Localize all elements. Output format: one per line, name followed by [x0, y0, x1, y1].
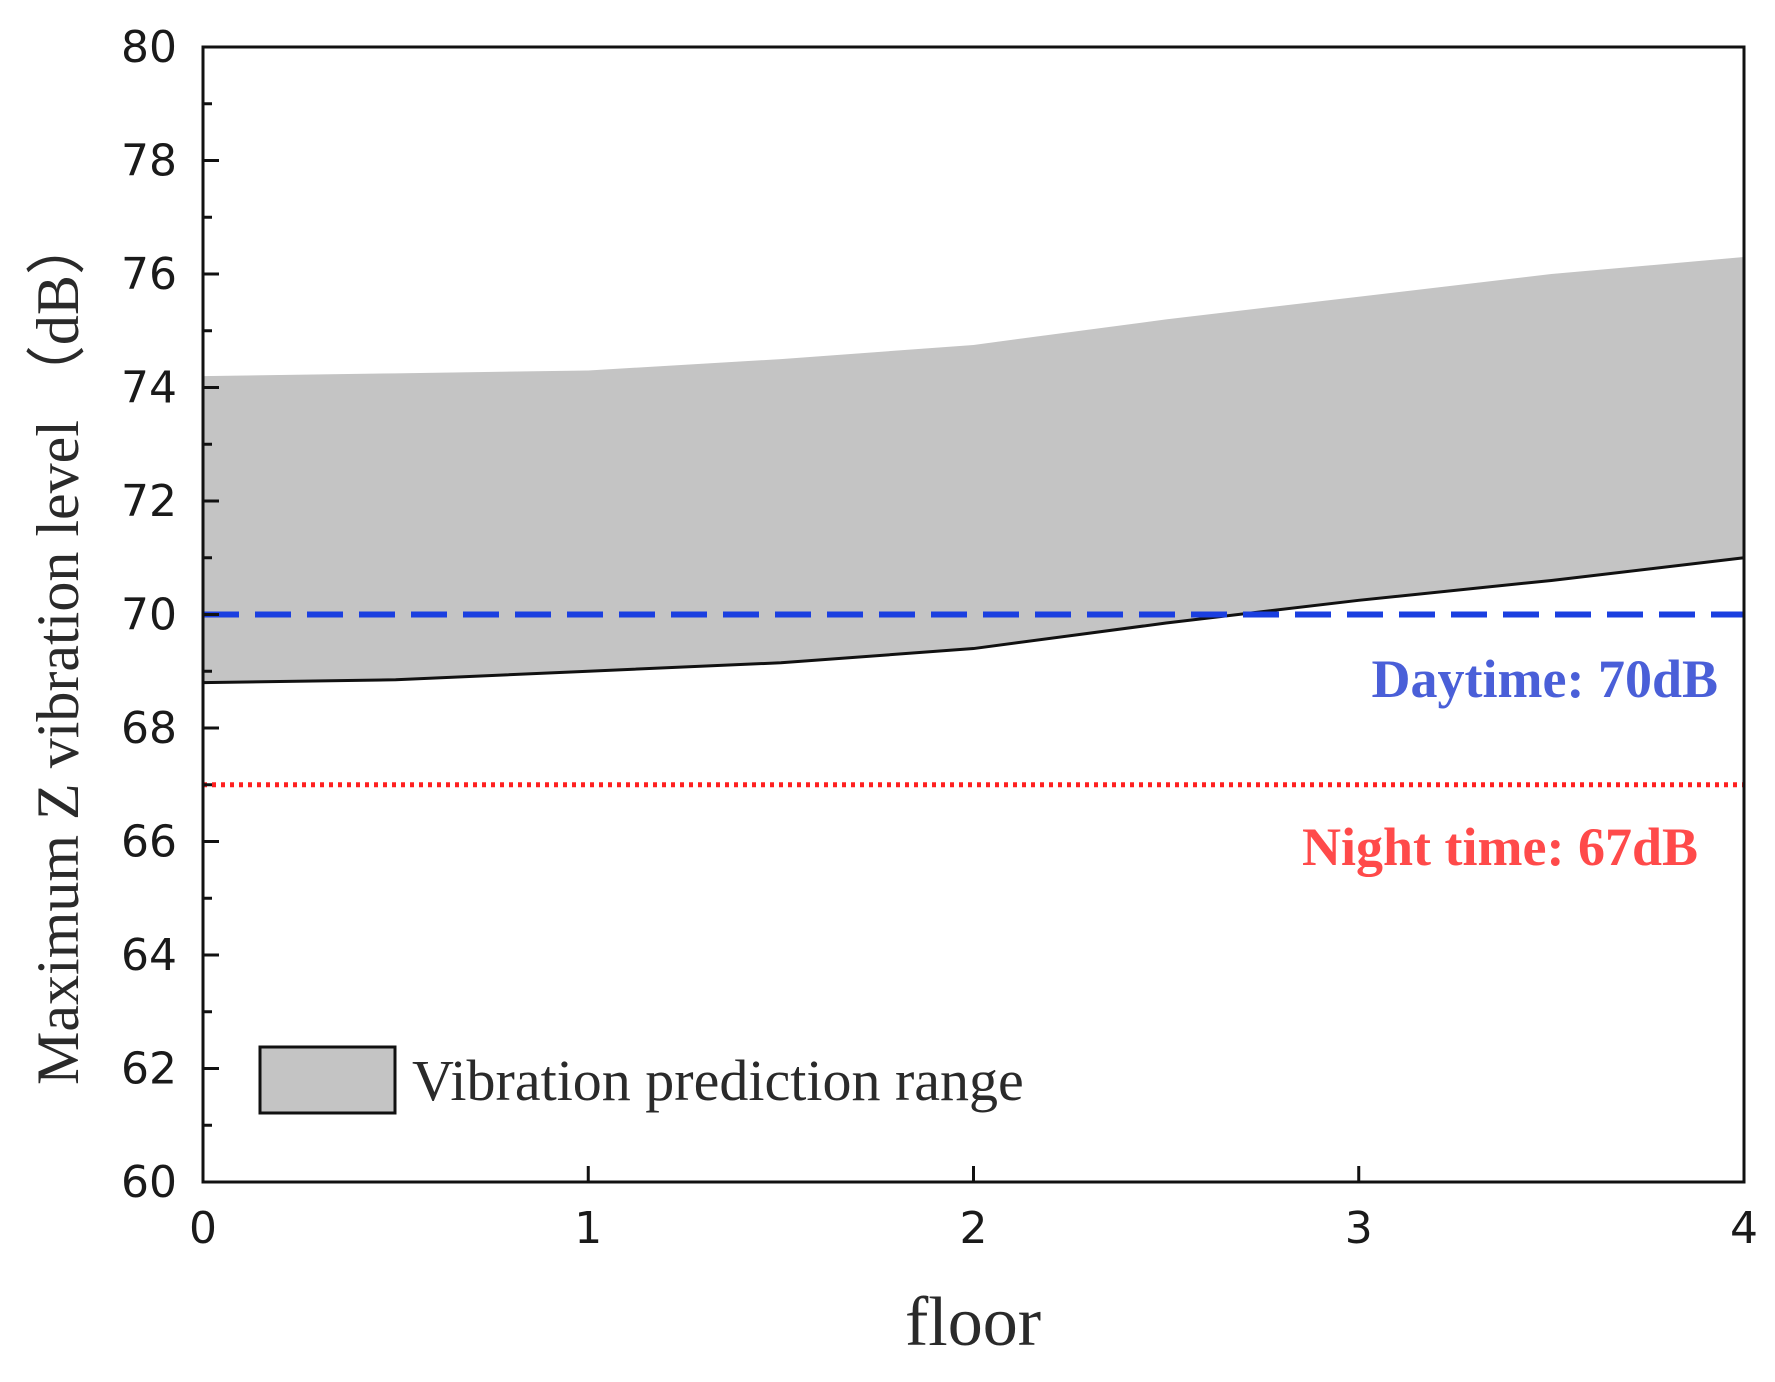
y-tick-label: 68 — [121, 703, 177, 754]
y-tick-label: 70 — [121, 590, 177, 641]
prediction-band-lower-edge — [202, 556, 1745, 685]
x-tick-label: 1 — [574, 1203, 602, 1254]
x-tick-label: 0 — [189, 1203, 217, 1254]
x-tick-label: 2 — [960, 1203, 988, 1254]
x-tick-label: 4 — [1730, 1203, 1758, 1254]
y-tick-label: 60 — [121, 1157, 177, 1208]
y-tick-label: 64 — [121, 930, 177, 981]
legend: Vibration prediction range — [258, 1045, 1024, 1115]
legend-swatch — [258, 1045, 397, 1115]
y-tick-label: 66 — [121, 817, 177, 868]
band-layer — [202, 256, 1745, 685]
y-tick-label: 74 — [121, 363, 177, 414]
night-time-label: Night time: 67dB — [1302, 817, 1698, 877]
x-tick-label: 3 — [1345, 1203, 1373, 1254]
ticks — [201, 45, 1746, 1184]
tick-labels: 60 62 64 66 68 70 72 74 76 78 80 0 1 2 3 4 — [121, 22, 1758, 1254]
y-axis-title: Maximum Z vibration level （dB） — [25, 215, 91, 1085]
y-tick-label: 72 — [121, 476, 177, 527]
y-tick-label: 76 — [121, 249, 177, 300]
prediction-band — [203, 256, 1744, 683]
x-axis-title: floor — [905, 1284, 1041, 1361]
legend-label: Vibration prediction range — [412, 1048, 1024, 1113]
daytime-label: Daytime: 70dB — [1372, 649, 1718, 709]
y-tick-label: 62 — [121, 1044, 177, 1095]
y-tick-label: 78 — [121, 136, 177, 187]
y-tick-label: 80 — [121, 22, 177, 73]
